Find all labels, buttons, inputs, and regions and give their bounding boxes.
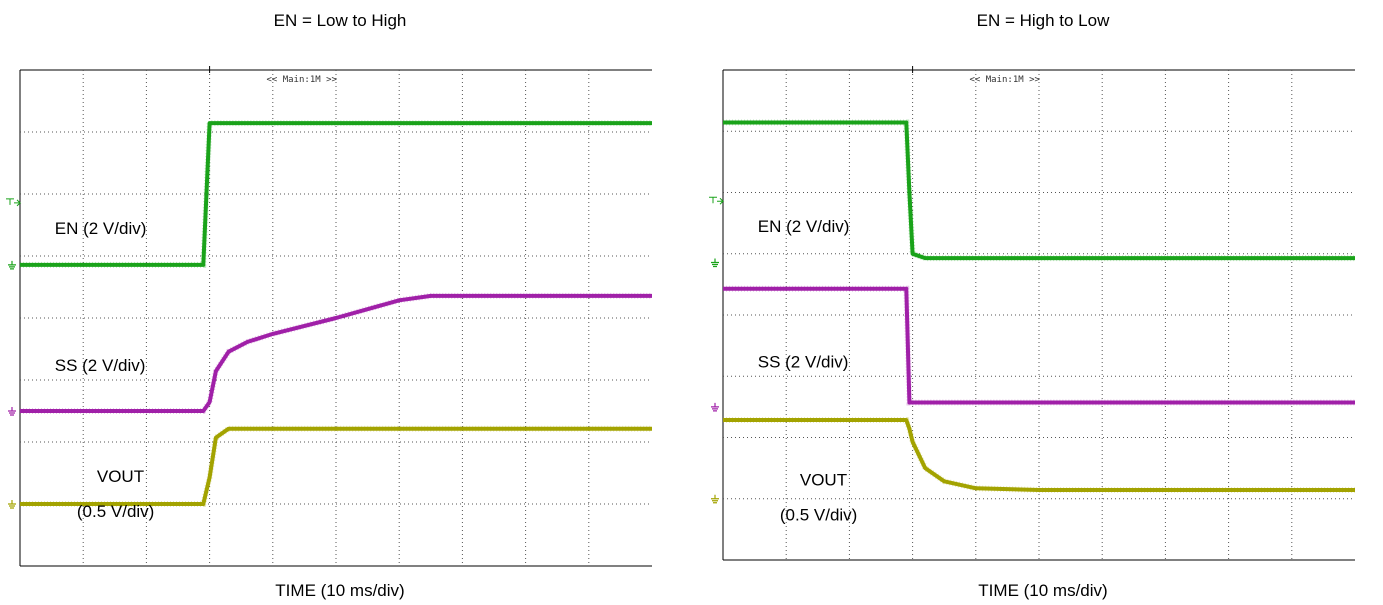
ground-marker xyxy=(711,402,719,412)
trace-line xyxy=(20,293,652,413)
trace-0: EN (2 V/div) xyxy=(711,119,1355,268)
trace-noise xyxy=(723,285,1355,406)
trace-noise xyxy=(20,425,652,507)
zoom-label: << Main:1M >> xyxy=(969,75,1040,85)
trace-label-line: (0.5 V/div) xyxy=(77,502,154,521)
scope-plot: << Main:1M >> EN (2 V/div) SS (2 V/div) VOU… xyxy=(6,66,652,567)
trace-label: SS (2 V/div) xyxy=(55,356,146,375)
ground-marker xyxy=(8,407,16,416)
trace-label: SS (2 V/div) xyxy=(758,353,849,372)
trace-label: VOUT (0.5 V/div) xyxy=(77,467,154,521)
trace-line xyxy=(723,286,1355,405)
trace-line xyxy=(20,121,652,267)
trace-2: VOUT (0.5 V/div) xyxy=(8,425,652,521)
scope-plot: << Main:1M >> EN (2 V/div) SS (2 V/div) VOU… xyxy=(709,66,1355,561)
trace-label-line: EN (2 V/div) xyxy=(55,219,147,238)
ground-marker xyxy=(711,258,719,268)
chart-title: EN = Low to High xyxy=(273,11,407,30)
trace-label: EN (2 V/div) xyxy=(758,217,850,236)
trace-label: EN (2 V/div) xyxy=(55,219,147,238)
trace-line xyxy=(723,418,1355,492)
trigger-level-marker xyxy=(6,198,22,207)
zoom-label: << Main:1M >> xyxy=(266,75,337,85)
trace-0: EN (2 V/div) xyxy=(8,120,652,270)
trace-label-line: VOUT xyxy=(97,467,144,486)
trace-noise xyxy=(20,292,652,414)
chart-panel-right: EN = High to Low << Main:1M >> EN (2 V/di… xyxy=(703,0,1383,605)
chart-panel-left: EN = Low to High << Main:1M >> EN (2 V/di… xyxy=(0,0,680,605)
plot-grid xyxy=(723,70,1355,560)
trace-1: SS (2 V/div) xyxy=(711,285,1355,412)
trace-label-line: EN (2 V/div) xyxy=(758,217,850,236)
trace-line xyxy=(723,120,1355,261)
ground-marker xyxy=(711,494,719,504)
trace-1: SS (2 V/div) xyxy=(8,292,652,416)
trace-2: VOUT (0.5 V/div) xyxy=(711,417,1355,525)
trace-line xyxy=(20,426,652,506)
ground-marker xyxy=(8,500,16,509)
ground-marker xyxy=(8,260,16,270)
trace-label-line: VOUT xyxy=(800,471,847,490)
trace-noise xyxy=(723,417,1355,493)
x-axis-label: TIME (10 ms/div) xyxy=(275,581,405,600)
x-axis-label: TIME (10 ms/div) xyxy=(978,581,1108,600)
trace-label-line: (0.5 V/div) xyxy=(780,506,857,525)
trace-label-line: SS (2 V/div) xyxy=(55,356,146,375)
trace-noise xyxy=(20,120,652,268)
chart-title: EN = High to Low xyxy=(976,11,1110,30)
trace-label-line: SS (2 V/div) xyxy=(758,353,849,372)
trace-label: VOUT (0.5 V/div) xyxy=(780,471,857,525)
trigger-level-marker xyxy=(709,196,725,205)
